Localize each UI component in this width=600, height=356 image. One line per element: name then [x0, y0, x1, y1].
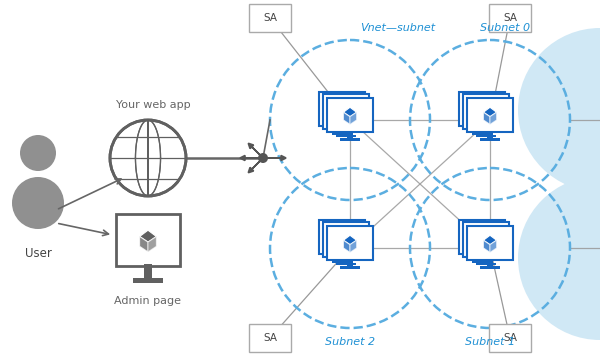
Ellipse shape [12, 177, 64, 229]
FancyArrow shape [268, 156, 286, 161]
Bar [343, 128, 349, 135]
Text: Subnet 2: Subnet 2 [325, 337, 375, 347]
FancyBboxPatch shape [323, 222, 369, 257]
Bar [480, 266, 500, 269]
Bar [479, 253, 485, 260]
FancyBboxPatch shape [323, 94, 369, 129]
FancyBboxPatch shape [463, 222, 509, 257]
Circle shape [518, 28, 600, 192]
Bar [472, 132, 492, 135]
Bar [487, 131, 493, 138]
Polygon shape [484, 107, 497, 117]
Bar [476, 135, 496, 137]
FancyBboxPatch shape [459, 220, 505, 254]
Bar [343, 256, 349, 263]
Polygon shape [343, 235, 356, 245]
Polygon shape [343, 112, 350, 124]
Text: Vnet—subnet: Vnet—subnet [360, 23, 435, 33]
Circle shape [110, 120, 186, 196]
FancyBboxPatch shape [459, 92, 505, 126]
Text: Subnet 1: Subnet 1 [465, 337, 515, 347]
Polygon shape [484, 112, 490, 124]
Circle shape [258, 153, 268, 163]
Bar [347, 259, 353, 266]
Bar [340, 138, 360, 141]
Polygon shape [343, 240, 350, 252]
Text: SA: SA [263, 333, 277, 343]
Text: SA: SA [503, 333, 517, 343]
Bar [144, 264, 152, 278]
FancyBboxPatch shape [467, 226, 513, 260]
Polygon shape [350, 112, 356, 124]
FancyArrow shape [248, 143, 260, 155]
Bar [133, 278, 163, 283]
Circle shape [518, 176, 600, 340]
FancyBboxPatch shape [249, 4, 291, 32]
Bar [479, 125, 485, 132]
Polygon shape [140, 230, 157, 242]
Bar [332, 132, 352, 135]
Polygon shape [140, 236, 148, 252]
Polygon shape [490, 240, 497, 252]
Bar [347, 131, 353, 138]
Bar [336, 263, 356, 266]
FancyBboxPatch shape [489, 4, 531, 32]
Bar [483, 128, 488, 135]
Bar [472, 260, 492, 263]
Bar [480, 138, 500, 141]
FancyBboxPatch shape [249, 324, 291, 352]
Polygon shape [350, 240, 356, 252]
FancyBboxPatch shape [489, 324, 531, 352]
Text: Your web app: Your web app [116, 100, 190, 110]
FancyBboxPatch shape [463, 94, 509, 129]
Polygon shape [343, 107, 356, 117]
Polygon shape [148, 236, 157, 252]
Text: User: User [25, 247, 52, 260]
Text: SA: SA [263, 13, 277, 23]
Bar [476, 263, 496, 266]
Bar [340, 266, 360, 269]
FancyBboxPatch shape [327, 226, 373, 260]
Bar [483, 256, 488, 263]
FancyArrow shape [240, 156, 258, 161]
FancyBboxPatch shape [467, 98, 513, 132]
Bar [340, 125, 345, 132]
Bar [340, 253, 345, 260]
Bar [332, 260, 352, 263]
Polygon shape [484, 235, 497, 245]
FancyBboxPatch shape [319, 92, 365, 126]
FancyBboxPatch shape [327, 98, 373, 132]
Bar [336, 135, 356, 137]
Circle shape [20, 135, 56, 171]
Text: Admin page: Admin page [115, 296, 182, 306]
FancyBboxPatch shape [319, 220, 365, 254]
Polygon shape [490, 112, 497, 124]
Text: Subnet 0: Subnet 0 [480, 23, 530, 33]
FancyArrow shape [248, 161, 260, 173]
Polygon shape [484, 240, 490, 252]
Text: SA: SA [503, 13, 517, 23]
FancyBboxPatch shape [116, 214, 180, 266]
Bar [487, 259, 493, 266]
